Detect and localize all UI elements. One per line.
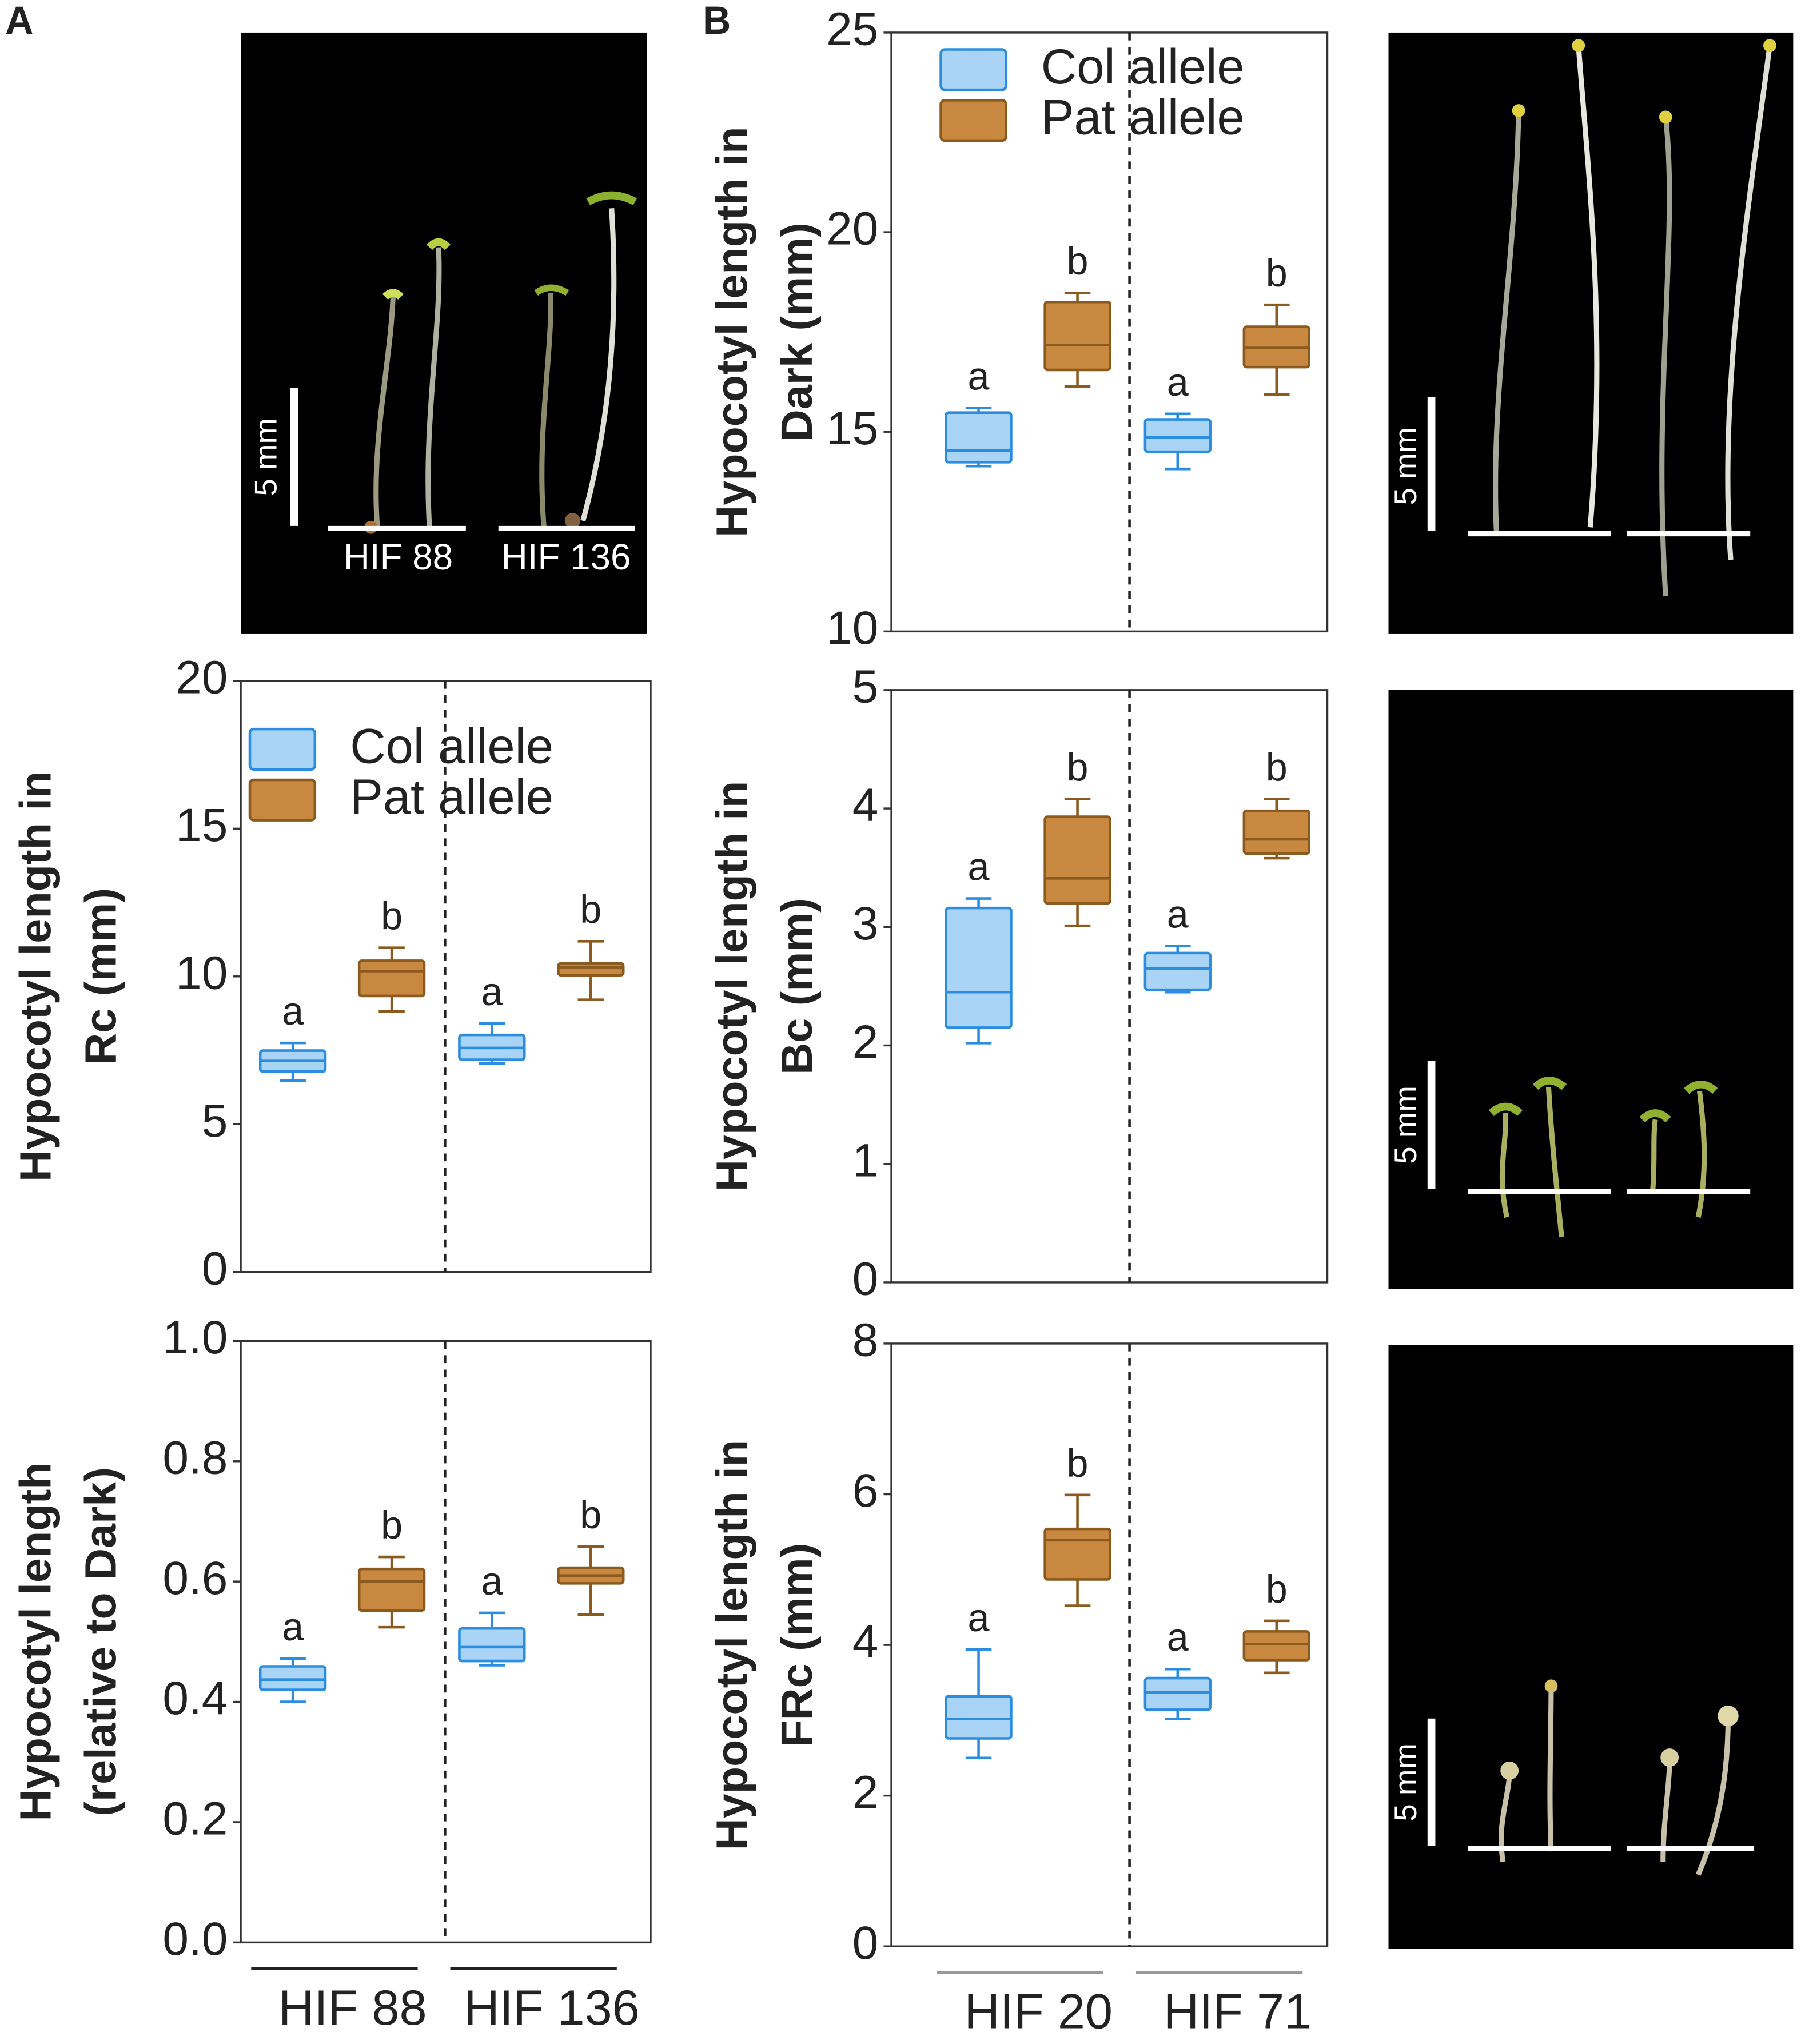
box <box>1043 1527 1111 1581</box>
box <box>357 1567 426 1612</box>
y-tick-label: 0.6 <box>162 1552 228 1604</box>
y-axis-label: Bc (mm) <box>772 898 822 1075</box>
plot-frame <box>890 31 1329 633</box>
y-axis-label: Hypocotyl length in <box>707 781 756 1192</box>
y-tick-label: 0.8 <box>162 1432 228 1484</box>
legend-swatch <box>248 778 317 822</box>
y-tick-label: 10 <box>176 947 228 999</box>
group-letter: a <box>968 845 990 888</box>
group-letter: b <box>1266 746 1288 789</box>
scale-label: 5 mm <box>1388 427 1423 505</box>
y-tick-label: 1 <box>852 1134 879 1186</box>
y-tick-label: 0.4 <box>162 1672 228 1724</box>
scale-label: 5 mm <box>248 418 283 496</box>
legend-label: Col allele <box>350 719 553 774</box>
group-letter: b <box>580 888 601 931</box>
box <box>1043 301 1111 372</box>
group-letter: b <box>1266 252 1288 295</box>
y-axis-label: Hypocotyl length in <box>707 127 756 537</box>
group-letter: b <box>580 1493 601 1537</box>
legend-label: Col allele <box>1041 39 1245 94</box>
y-tick-label: 0 <box>852 1253 879 1305</box>
y-tick-label: 15 <box>176 799 228 851</box>
y-tick-label: 2 <box>852 1766 879 1818</box>
group-letter: b <box>1067 1442 1089 1485</box>
group-letter: a <box>968 354 990 398</box>
y-axis-label: Hypocotyl length in <box>11 771 61 1182</box>
x-tick-label: HIF 20 <box>964 1985 1113 2039</box>
group-letter: b <box>1067 746 1089 789</box>
group-letter: a <box>282 1605 304 1649</box>
box <box>458 1627 526 1663</box>
photo-label: HIF 136 <box>501 536 631 577</box>
y-tick-label: 25 <box>826 3 878 55</box>
x-tick-label: HIF 88 <box>278 1981 427 2035</box>
x-tick-label: HIF 136 <box>464 1981 640 2035</box>
y-tick-label: 20 <box>826 203 878 255</box>
box <box>1143 951 1212 991</box>
y-axis-label: Hypocotyl length <box>11 1462 61 1821</box>
y-tick-label: 0 <box>202 1242 228 1294</box>
y-tick-label: 0 <box>852 1917 879 1969</box>
box <box>1242 809 1310 855</box>
box <box>1143 1676 1212 1711</box>
group-letter: a <box>1167 1616 1189 1659</box>
group-letter: b <box>1067 240 1089 283</box>
photo-label: HIF 88 <box>344 536 453 577</box>
legend-label: Pat allele <box>350 770 553 824</box>
group-letter: a <box>1167 892 1189 936</box>
scale-label: 5 mm <box>1388 1086 1423 1164</box>
y-tick-label: 15 <box>826 403 878 455</box>
box <box>945 411 1013 464</box>
group-letter: b <box>381 895 403 938</box>
group-letter: b <box>381 1504 403 1547</box>
group-letter: a <box>968 1596 990 1640</box>
box <box>1242 1630 1310 1662</box>
box <box>945 906 1013 1029</box>
scale-label: 5 mm <box>1388 1743 1423 1822</box>
photo: 5 mm <box>1388 32 1794 634</box>
y-tick-label: 20 <box>176 652 228 704</box>
photo: 5 mm HIF 88 HIF 136 <box>241 32 647 634</box>
x-tick-label: HIF 71 <box>1164 1985 1312 2039</box>
group-letter: a <box>481 970 503 1014</box>
y-tick-label: 5 <box>852 660 879 712</box>
y-tick-label: 10 <box>826 602 878 654</box>
y-axis-label: FRc (mm) <box>772 1543 822 1747</box>
y-axis-label: Dark (mm) <box>772 222 822 441</box>
box <box>557 962 625 977</box>
y-tick-label: 8 <box>852 1314 879 1366</box>
box <box>1043 815 1111 905</box>
y-tick-label: 4 <box>852 779 879 831</box>
y-tick-label: 0.0 <box>162 1913 228 1965</box>
photo: 5 mm <box>1388 690 1794 1289</box>
panel-label: A <box>5 0 33 42</box>
y-tick-label: 3 <box>852 898 879 950</box>
y-axis-label: Hypocotyl length in <box>707 1440 756 1850</box>
box <box>258 1665 327 1691</box>
box <box>1143 418 1212 453</box>
box <box>945 1695 1013 1740</box>
y-axis-label: Rc (mm) <box>77 888 126 1065</box>
group-letter: a <box>481 1560 503 1603</box>
legend-swatch <box>939 48 1007 91</box>
y-tick-label: 1.0 <box>162 1312 228 1364</box>
y-tick-label: 2 <box>852 1016 879 1068</box>
plot-frame <box>890 689 1329 1284</box>
panel-label: B <box>703 0 731 42</box>
box <box>357 959 426 998</box>
legend-swatch <box>939 99 1007 142</box>
group-letter: a <box>1167 361 1189 404</box>
group-letter: b <box>1266 1568 1288 1611</box>
photo: 5 mm <box>1388 1345 1794 1949</box>
y-tick-label: 5 <box>202 1095 228 1147</box>
y-tick-label: 0.2 <box>162 1793 228 1845</box>
legend-swatch <box>248 727 317 771</box>
group-letter: a <box>282 990 304 1033</box>
legend-label: Pat allele <box>1041 90 1245 145</box>
y-tick-label: 6 <box>852 1465 879 1517</box>
y-axis-label: (relative to Dark) <box>77 1467 126 1816</box>
y-tick-label: 4 <box>852 1616 879 1668</box>
